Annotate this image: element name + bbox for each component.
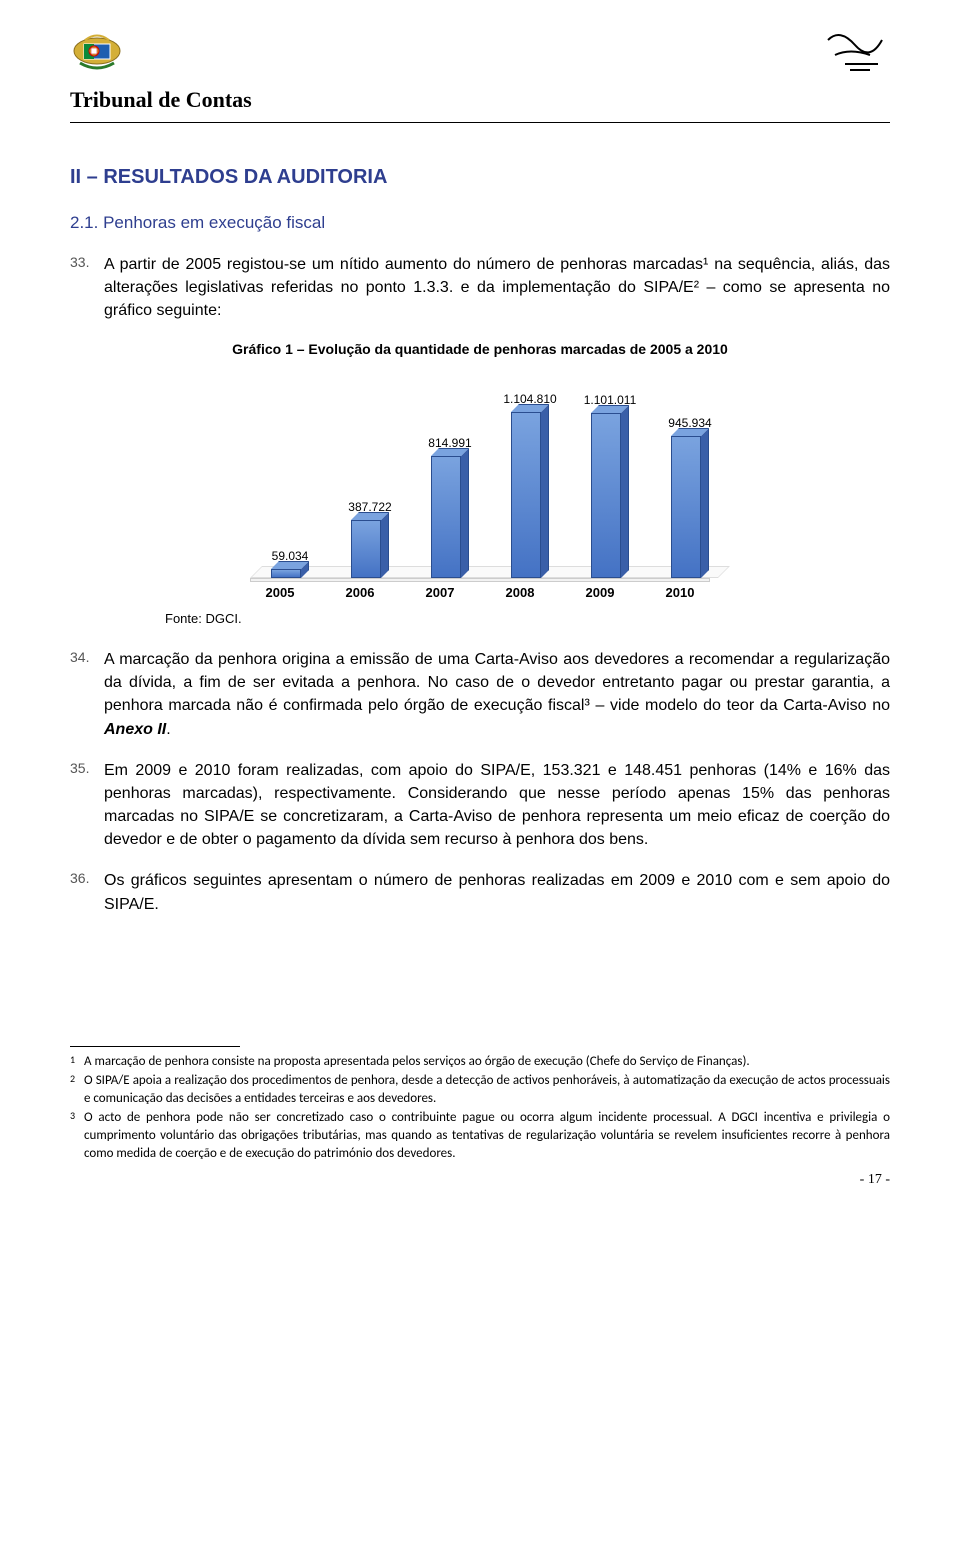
para-body: A partir de 2005 registou-se um nítido a… xyxy=(104,253,890,323)
paragraph-list: 33. A partir de 2005 registou-se um níti… xyxy=(70,253,890,323)
paragraph-36: 36. Os gráficos seguintes apresentam o n… xyxy=(70,869,890,915)
chart-x-axis: 200520062007200820092010 xyxy=(240,584,720,602)
x-axis-label: 2007 xyxy=(400,584,480,602)
para-number: 33. xyxy=(70,253,104,323)
subsection-heading: 2.1. Penhoras em execução fiscal xyxy=(70,211,890,235)
para-body: Em 2009 e 2010 foram realizadas, com apo… xyxy=(104,759,890,852)
paragraph-34: 34. A marcação da penhora origina a emis… xyxy=(70,648,890,741)
paragraph-list: 34. A marcação da penhora origina a emis… xyxy=(70,648,890,916)
x-axis-label: 2009 xyxy=(560,584,640,602)
footnote-2: 2 O SIPA/E apoia a realização dos proced… xyxy=(70,1072,890,1107)
para-body: A marcação da penhora origina a emissão … xyxy=(104,648,890,741)
header-divider xyxy=(70,122,890,123)
chart-caption: Gráfico 1 – Evolução da quantidade de pe… xyxy=(70,340,890,360)
paragraph-33: 33. A partir de 2005 registou-se um níti… xyxy=(70,253,890,323)
chart-bar: 945.934 xyxy=(665,415,715,578)
para-number: 35. xyxy=(70,759,104,852)
page-number: - 17 - xyxy=(70,1170,890,1190)
footnote-3: 3 O acto de penhora pode não ser concret… xyxy=(70,1109,890,1162)
chart-source-note: Fonte: DGCI. xyxy=(165,610,890,628)
x-axis-label: 2010 xyxy=(640,584,720,602)
chart-bar: 1.104.810 xyxy=(505,391,555,578)
chart-bar: 1.101.011 xyxy=(585,392,635,578)
chart-bar: 387.722 xyxy=(345,499,395,578)
emblem-icon xyxy=(70,33,125,73)
footnotes: 1 A marcação de penhora consiste na prop… xyxy=(70,1053,890,1162)
footnote-1: 1 A marcação de penhora consiste na prop… xyxy=(70,1053,890,1071)
chart-bar: 59.034 xyxy=(265,548,315,578)
section-heading: II – RESULTADOS DA AUDITORIA xyxy=(70,163,890,191)
org-title: Tribunal de Contas xyxy=(70,85,890,116)
paragraph-35: 35. Em 2009 e 2010 foram realizadas, com… xyxy=(70,759,890,852)
bar-chart: 200520062007200820092010 59.034 387.722 81… xyxy=(240,370,720,600)
x-axis-label: 2005 xyxy=(240,584,320,602)
para-number: 34. xyxy=(70,648,104,741)
page-header xyxy=(70,30,890,75)
footnotes-divider xyxy=(70,1046,240,1047)
signature-icon xyxy=(820,30,890,75)
para-body: Os gráficos seguintes apresentam o númer… xyxy=(104,869,890,915)
x-axis-label: 2006 xyxy=(320,584,400,602)
chart-bar: 814.991 xyxy=(425,435,475,578)
x-axis-label: 2008 xyxy=(480,584,560,602)
para-number: 36. xyxy=(70,869,104,915)
